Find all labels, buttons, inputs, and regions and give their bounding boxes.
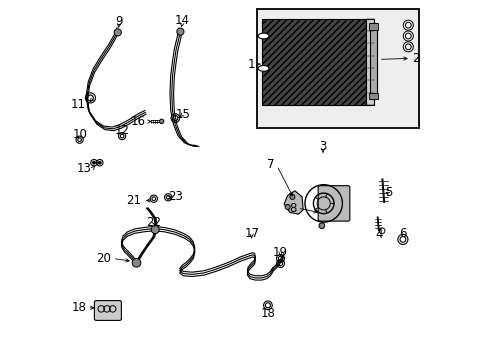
- Circle shape: [98, 161, 101, 164]
- Circle shape: [177, 28, 183, 35]
- Circle shape: [318, 223, 324, 229]
- Text: 12: 12: [114, 124, 129, 137]
- Text: 17: 17: [244, 227, 259, 240]
- Text: 6: 6: [399, 227, 406, 240]
- Bar: [368, 23, 377, 30]
- Circle shape: [289, 194, 294, 199]
- Text: 11: 11: [71, 98, 86, 111]
- Text: 9: 9: [115, 15, 122, 28]
- Bar: [366, 19, 373, 105]
- Text: 18: 18: [71, 301, 86, 314]
- Bar: [261, 19, 366, 105]
- Text: 15: 15: [176, 108, 190, 121]
- FancyBboxPatch shape: [318, 186, 349, 221]
- Circle shape: [132, 258, 141, 267]
- Text: 23: 23: [167, 190, 183, 203]
- Text: 20: 20: [96, 252, 110, 265]
- Polygon shape: [284, 191, 303, 214]
- Bar: [257, 9, 418, 128]
- Circle shape: [114, 29, 121, 36]
- Text: 18: 18: [260, 307, 275, 320]
- Text: 7: 7: [266, 158, 274, 171]
- Ellipse shape: [258, 33, 268, 39]
- Text: 19: 19: [272, 246, 287, 258]
- Text: 1: 1: [247, 58, 255, 71]
- Text: 21: 21: [125, 194, 141, 207]
- Text: 8: 8: [289, 202, 296, 215]
- Ellipse shape: [258, 66, 268, 71]
- Text: 3: 3: [319, 140, 326, 153]
- Text: 2: 2: [411, 52, 419, 65]
- Bar: [369, 23, 376, 99]
- Text: 13: 13: [77, 162, 91, 175]
- Text: 22: 22: [146, 216, 161, 229]
- Text: 16: 16: [131, 115, 145, 128]
- Circle shape: [151, 226, 159, 234]
- Text: 10: 10: [72, 128, 87, 141]
- Text: 14: 14: [175, 14, 190, 27]
- Circle shape: [92, 161, 95, 164]
- FancyBboxPatch shape: [94, 301, 121, 320]
- Circle shape: [159, 119, 163, 123]
- Bar: [368, 93, 377, 99]
- Circle shape: [285, 204, 289, 210]
- Text: 5: 5: [384, 186, 391, 199]
- Text: 4: 4: [374, 228, 382, 240]
